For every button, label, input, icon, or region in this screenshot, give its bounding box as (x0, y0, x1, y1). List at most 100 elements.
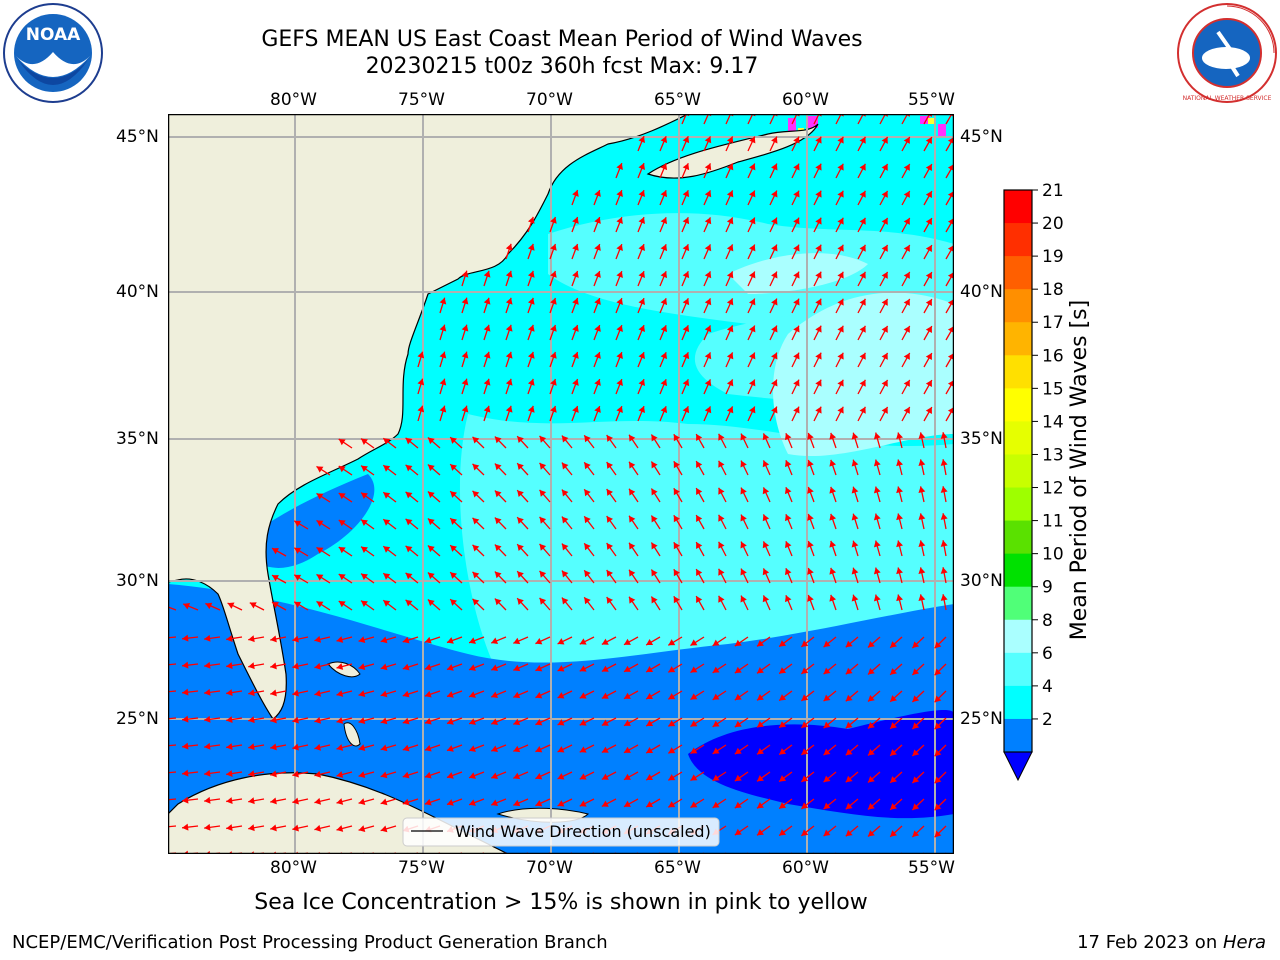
wave-arrow-head (638, 190, 645, 198)
wave-arrow-head (712, 639, 720, 646)
wave-arrow-head (918, 567, 926, 574)
wave-arrow-head (483, 297, 491, 305)
wave-arrow-head (270, 635, 277, 643)
wave-arrow-head (292, 716, 299, 724)
wave-arrow-head (606, 462, 613, 469)
wave-arrow-head (491, 799, 499, 807)
wave-arrow-head (682, 163, 690, 171)
wave-arrow-head (579, 746, 587, 753)
wave-arrow-head (483, 324, 491, 332)
wave-arrow-head (859, 325, 866, 333)
wave-arrow-head (629, 596, 636, 604)
wave-arrow-head (651, 515, 658, 523)
wave-arrow-head (561, 489, 569, 497)
wave-arrow-head (660, 325, 668, 333)
wave-arrow-head (881, 352, 888, 360)
wave-arrow-head (660, 271, 668, 279)
wave-arrow-head (873, 513, 881, 521)
wave-arrow-head (584, 462, 591, 470)
wave-arrow-head (756, 828, 764, 836)
lon-label-bottom-75w: 75°W (398, 858, 445, 878)
wave-arrow-head (314, 770, 322, 778)
wave-arrow-head (517, 463, 524, 470)
wave-arrow-head (673, 461, 680, 469)
wave-arrow-head (294, 547, 302, 554)
wave-arrow-head (380, 825, 388, 833)
wave-arrow-head (361, 600, 368, 608)
wave-arrow-head (292, 635, 299, 643)
wave-arrow-head (823, 775, 831, 783)
wave-arrow-head (439, 297, 447, 305)
wave-arrow-head (734, 801, 742, 809)
wave-arrow-head (947, 407, 954, 415)
wave-arrow-head (424, 744, 432, 752)
wave-arrow-head (439, 324, 447, 332)
wave-arrow-head (784, 460, 792, 468)
wave-arrow-head (704, 217, 712, 225)
wave-arrow-head (494, 598, 502, 606)
wave-arrow-head (292, 743, 299, 751)
wave-arrow-head (646, 746, 654, 754)
wave-arrow-head (417, 351, 425, 359)
wave-arrow-head (740, 433, 747, 441)
wave-arrow-head (793, 379, 800, 387)
wave-arrow-head (527, 378, 535, 386)
wave-arrow-head (779, 640, 787, 647)
wave-arrow-head (579, 800, 587, 807)
wave-arrow-head (784, 568, 792, 576)
wave-arrow-head (903, 298, 910, 306)
wave-arrow-head (704, 406, 712, 414)
wave-arrow-head (623, 665, 631, 672)
wave-arrow-head (182, 769, 189, 777)
wave-arrow-head (925, 164, 932, 171)
wave-arrow-head (925, 191, 932, 198)
wave-arrow-head (718, 541, 725, 549)
wave-arrow-head (427, 464, 435, 472)
wave-arrow-head (579, 692, 587, 699)
wave-arrow-head (450, 599, 457, 606)
wave-arrow-head (248, 689, 255, 697)
wave-arrow-head (616, 406, 623, 413)
wave-arrow-head (912, 695, 920, 703)
wave-arrow-head (527, 351, 535, 359)
wave-arrow-head (734, 828, 742, 836)
wave-arrow-head (925, 218, 932, 225)
wave-arrow-head (358, 744, 366, 752)
wave-arrow-head (718, 514, 725, 522)
wave-arrow-head (539, 543, 547, 551)
wave-arrow-head (316, 547, 324, 554)
wave-arrow-head (182, 634, 189, 642)
wave-arrow-head (815, 244, 822, 252)
wave-arrow-head (446, 745, 454, 752)
colorbar-ticks: 21 20 19 18 17 16 15 14 13 12 11 10 9 8 6 4 2 (1032, 182, 1064, 730)
wave-arrow-head (513, 637, 521, 645)
wave-arrow-head (829, 540, 837, 548)
wave-arrow-head (450, 491, 457, 498)
wave-arrow-head (756, 639, 764, 647)
wave-arrow-head (358, 663, 366, 671)
lat-label-right-25n: 25°N (960, 709, 1003, 729)
wave-arrow-head (204, 634, 211, 642)
wave-arrow-shaft (945, 114, 953, 125)
wave-arrow-head (491, 772, 499, 780)
wave-arrow-head (940, 486, 948, 493)
wave-arrow-head (823, 721, 831, 729)
wave-arrow-head (226, 635, 233, 642)
ocean-8-9s (773, 292, 954, 457)
wave-arrow-head (947, 137, 954, 145)
wave-arrow-head (405, 599, 413, 607)
wave-arrow-head (584, 489, 591, 497)
wave-arrow-head (472, 436, 480, 444)
wave-arrow-head (734, 639, 742, 647)
wave-arrow-head (801, 640, 809, 647)
wave-arrow-head (226, 689, 233, 696)
colorbar-tick-label: 4 (1042, 677, 1053, 697)
wave-arrow-head (226, 824, 233, 831)
wave-arrow-head (527, 270, 535, 278)
wave-arrow-head (718, 460, 725, 468)
wave-arrow-head (483, 378, 491, 386)
wave-arrow-head (756, 693, 764, 701)
footer-credit: NCEP/EMC/Verification Post Processing Pr… (12, 932, 608, 953)
wave-arrow-head (912, 803, 920, 811)
wave-arrow-head (579, 773, 587, 780)
